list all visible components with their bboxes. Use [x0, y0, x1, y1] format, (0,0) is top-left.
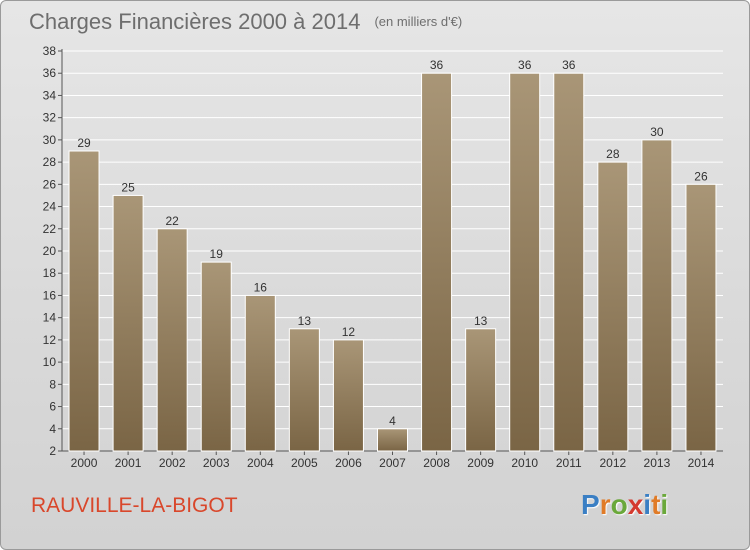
y-tick-label: 24	[43, 200, 57, 214]
bar	[597, 161, 629, 452]
x-tick-label: 2006	[335, 456, 362, 470]
y-tick-label: 14	[43, 311, 57, 325]
bar-value-label: 36	[562, 58, 576, 72]
bar	[288, 328, 320, 452]
bar	[244, 294, 276, 452]
x-tick-label: 2003	[203, 456, 230, 470]
labels: 29 2000 25 2001 22 2002 19 2003 16 2004 13 2005 12 20…	[71, 58, 715, 470]
commune-name: RAUVILLE-LA-BIGOT	[31, 494, 238, 517]
bar	[641, 139, 673, 452]
y-tick-label: 4	[49, 422, 56, 436]
x-tick-label: 2014	[688, 456, 715, 470]
logo-letter: i	[660, 489, 669, 520]
bar-value-label: 19	[210, 247, 224, 261]
bar	[685, 183, 717, 452]
y-tick-label: 28	[43, 155, 57, 169]
bar-value-label: 30	[650, 125, 664, 139]
y-tick-label: 22	[43, 222, 57, 236]
bar	[553, 72, 585, 452]
bar-value-label: 4	[389, 414, 396, 428]
bar	[68, 150, 100, 452]
bar	[421, 72, 453, 452]
y-tick-label: 12	[43, 333, 57, 347]
bar	[465, 328, 497, 452]
chart-title-text: Charges Financières 2000 à 2014	[29, 9, 361, 34]
bar	[112, 194, 144, 452]
x-tick-label: 2008	[423, 456, 450, 470]
bar-value-label: 29	[77, 136, 91, 150]
bar	[332, 339, 364, 452]
bar-value-label: 16	[254, 280, 268, 294]
y-tick-label: 18	[43, 266, 57, 280]
x-tick-label: 2000	[71, 456, 98, 470]
y-tick-label: 16	[43, 288, 57, 302]
x-tick-label: 2007	[379, 456, 406, 470]
x-tick-label: 2002	[159, 456, 186, 470]
y-tick-label: 20	[43, 244, 57, 258]
bar-value-label: 12	[342, 325, 356, 339]
y-tick-label: 32	[43, 111, 57, 125]
logo-letter: P	[581, 489, 600, 520]
chart-unit-label: (en milliers d'€)	[374, 14, 463, 29]
chart-title: Charges Financières 2000 à 2014 (en milli…	[29, 9, 462, 35]
y-tick-label: 26	[43, 177, 57, 191]
bar	[509, 72, 541, 452]
y-tick-label: 34	[43, 88, 57, 102]
x-tick-label: 2004	[247, 456, 274, 470]
bar-value-label: 26	[694, 169, 708, 183]
y-tick-label: 8	[49, 377, 56, 391]
bars	[68, 72, 717, 452]
x-tick-label: 2012	[599, 456, 626, 470]
x-tick-label: 2010	[511, 456, 538, 470]
bar-value-label: 36	[518, 58, 532, 72]
bar-value-label: 25	[121, 180, 135, 194]
logo-letter: o	[610, 489, 628, 520]
bar-value-label: 13	[298, 314, 312, 328]
bar-value-label: 13	[474, 314, 488, 328]
x-tick-label: 2009	[467, 456, 494, 470]
y-tick-label: 30	[43, 133, 57, 147]
proxiti-logo: Proxiti	[581, 489, 668, 521]
bar	[377, 428, 408, 452]
logo-letter: t	[651, 489, 661, 520]
bar	[156, 228, 188, 452]
bar-value-label: 22	[165, 214, 179, 228]
logo-letter: i	[643, 489, 652, 520]
logo-letter: x	[627, 489, 644, 520]
x-tick-label: 2001	[115, 456, 142, 470]
y-tick-label: 36	[43, 66, 57, 80]
logo-letter: r	[599, 489, 611, 520]
x-tick-label: 2013	[644, 456, 671, 470]
x-tick-label: 2011	[556, 456, 582, 470]
y-tick-label: 2	[49, 444, 56, 458]
y-tick-label: 6	[49, 400, 56, 414]
bar-value-label: 28	[606, 147, 620, 161]
y-tick-label: 38	[43, 44, 57, 58]
y-tick-label: 10	[43, 355, 57, 369]
x-tick-label: 2005	[291, 456, 318, 470]
bar	[200, 261, 232, 452]
bar-value-label: 36	[430, 58, 444, 72]
